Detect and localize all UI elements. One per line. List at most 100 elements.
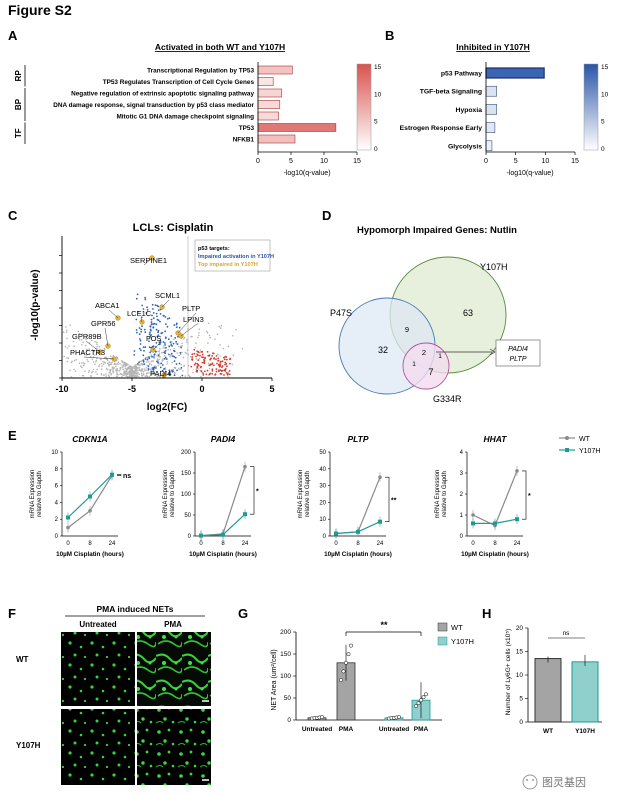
point <box>151 355 154 358</box>
point <box>179 352 182 354</box>
point <box>82 341 85 344</box>
point <box>92 370 94 373</box>
point <box>211 372 214 375</box>
point <box>138 347 141 350</box>
gene-leader <box>161 299 170 308</box>
bar <box>257 123 337 132</box>
point <box>69 324 71 326</box>
point <box>169 348 172 351</box>
x-axis-label: 10µM Cisplatin (hours) <box>324 551 392 558</box>
point-y107h <box>221 532 225 537</box>
point <box>170 335 173 337</box>
bar-label: Glycolysis <box>448 143 482 150</box>
series-line-wt <box>200 466 246 537</box>
point <box>150 371 153 374</box>
point <box>152 345 155 348</box>
point <box>178 326 181 329</box>
x-tick-labels: Untreated PMA Untreated PMA <box>302 726 429 733</box>
point <box>135 367 137 370</box>
point <box>221 360 224 363</box>
point-y107h <box>88 494 92 499</box>
point <box>195 355 197 358</box>
significance-bracket <box>522 470 527 520</box>
count-p47s-g334r: 1 <box>412 361 416 368</box>
point <box>159 348 161 350</box>
tick-label: 100 <box>181 492 192 498</box>
point <box>93 350 96 353</box>
point <box>206 351 209 353</box>
point <box>149 368 152 371</box>
point <box>157 361 160 364</box>
bar-label: Estrogen Response Early <box>400 125 483 132</box>
point <box>151 314 153 317</box>
bar-label: Mitotic G1 DNA damage checkpoint signali… <box>116 113 254 120</box>
gene-label: GPR56 <box>91 319 116 328</box>
point <box>215 368 218 370</box>
point <box>140 360 143 362</box>
point <box>75 358 78 361</box>
point <box>96 368 98 371</box>
bar-label: Transcriptional Regulation by TP53 <box>147 67 254 74</box>
bar <box>257 111 279 121</box>
point <box>81 374 84 377</box>
point <box>156 358 159 361</box>
point <box>138 366 141 369</box>
point <box>98 346 101 348</box>
point <box>144 346 147 349</box>
point <box>136 372 139 374</box>
point <box>112 366 114 368</box>
point <box>180 345 182 348</box>
point <box>153 372 156 375</box>
point <box>158 350 161 352</box>
point <box>90 339 93 342</box>
point <box>134 364 136 367</box>
point <box>80 365 82 367</box>
point <box>81 339 83 341</box>
point <box>66 329 68 332</box>
tick-label: 10 <box>320 158 328 165</box>
watermark: 图灵基因 <box>522 774 586 790</box>
gene-label: ABCA1 <box>95 301 120 310</box>
tick-label: 8 <box>493 541 497 547</box>
point <box>226 373 229 376</box>
point <box>177 335 179 338</box>
tick-label: 0 <box>55 534 59 540</box>
point <box>173 347 175 350</box>
significance-bracket <box>250 466 255 515</box>
point <box>170 342 172 345</box>
point <box>209 372 211 375</box>
point <box>156 315 158 318</box>
point <box>63 355 65 358</box>
panel-d: D Hypomorph Impaired Genes: Nutlin Y107H… <box>322 208 541 404</box>
point <box>144 369 146 372</box>
point <box>164 337 167 339</box>
point <box>128 375 131 378</box>
point <box>181 374 184 377</box>
point <box>219 344 221 346</box>
callout-gene-2: PLTP <box>510 356 527 363</box>
point <box>136 331 138 334</box>
point <box>164 342 166 344</box>
point <box>161 369 164 372</box>
point <box>149 362 151 365</box>
point <box>74 370 77 372</box>
point-y107h <box>378 519 382 524</box>
point <box>116 356 118 359</box>
point <box>158 352 161 355</box>
point <box>191 358 193 361</box>
tick-label: 50 <box>319 450 326 456</box>
point-wt <box>66 525 70 530</box>
point <box>102 360 104 363</box>
panel-a: A Activated in both WT and Y107H Transcr… <box>8 28 382 177</box>
point <box>142 360 145 363</box>
tick-label: 150 <box>181 471 192 477</box>
y-ticks <box>59 255 62 379</box>
gene-title: PADI4 <box>211 434 236 444</box>
row-label-wt: WT <box>16 655 29 664</box>
set-label-y107h: Y107H <box>480 262 508 272</box>
point <box>202 372 204 375</box>
point <box>152 312 155 314</box>
